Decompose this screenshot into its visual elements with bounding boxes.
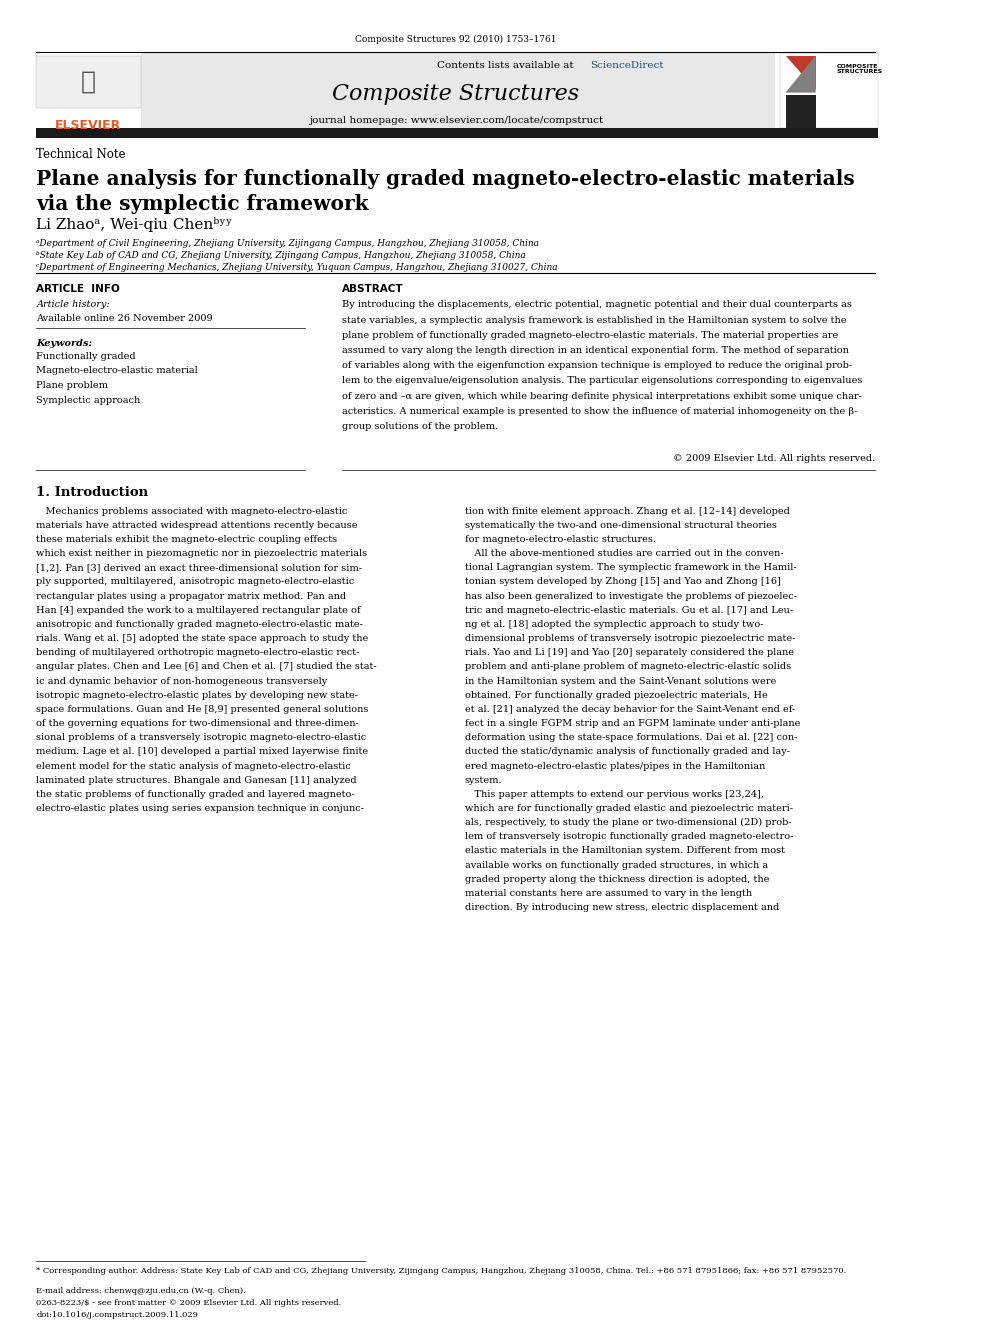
Text: which exist neither in piezomagnetic nor in piezoelectric materials: which exist neither in piezomagnetic nor… (37, 549, 368, 558)
Text: materials have attracted widespread attentions recently because: materials have attracted widespread atte… (37, 521, 358, 531)
Text: material constants here are assumed to vary in the length: material constants here are assumed to v… (465, 889, 752, 898)
Text: ScienceDirect: ScienceDirect (590, 61, 664, 70)
Bar (37, 128, 879, 138)
Text: of zero and –α are given, which while bearing definite physical interpretations : of zero and –α are given, which while be… (341, 392, 862, 401)
Text: plane problem of functionally graded magneto-electro-elastic materials. The mate: plane problem of functionally graded mag… (341, 331, 838, 340)
Text: systematically the two-and one-dimensional structural theories: systematically the two-and one-dimension… (465, 521, 777, 531)
Bar (786, 95, 815, 128)
Text: [1,2]. Pan [3] derived an exact three-dimensional solution for sim-: [1,2]. Pan [3] derived an exact three-di… (37, 564, 362, 573)
Text: anisotropic and functionally graded magneto-electro-elastic mate-: anisotropic and functionally graded magn… (37, 620, 363, 628)
Text: of the governing equations for two-dimensional and three-dimen-: of the governing equations for two-dimen… (37, 718, 359, 728)
Text: graded property along the thickness direction is adopted, the: graded property along the thickness dire… (465, 875, 769, 884)
Text: the static problems of functionally graded and layered magneto-: the static problems of functionally grad… (37, 790, 355, 799)
Text: ᶜDepartment of Engineering Mechanics, Zhejiang University, Yuquan Campus, Hangzh: ᶜDepartment of Engineering Mechanics, Zh… (37, 263, 558, 273)
Text: for magneto-electro-elastic structures.: for magneto-electro-elastic structures. (465, 534, 656, 544)
Bar (141, 53, 775, 128)
Text: tion with finite element approach. Zhang et al. [12–14] developed: tion with finite element approach. Zhang… (465, 507, 790, 516)
Text: Li Zhaoᵃ, Wei-qiu Chenᵇʸʸ: Li Zhaoᵃ, Wei-qiu Chenᵇʸʸ (37, 217, 233, 232)
Text: ic and dynamic behavior of non-homogeneous transversely: ic and dynamic behavior of non-homogeneo… (37, 676, 327, 685)
Text: Composite Structures 92 (2010) 1753–1761: Composite Structures 92 (2010) 1753–1761 (355, 34, 557, 44)
Text: rectangular plates using a propagator matrix method. Pan and: rectangular plates using a propagator ma… (37, 591, 346, 601)
Text: Article history:: Article history: (37, 300, 110, 310)
Text: ᵃDepartment of Civil Engineering, Zhejiang University, Zijingang Campus, Hangzho: ᵃDepartment of Civil Engineering, Zhejia… (37, 239, 540, 249)
Text: Plane analysis for functionally graded magneto-electro-elastic materials: Plane analysis for functionally graded m… (37, 169, 855, 189)
Text: tric and magneto-electric-elastic materials. Gu et al. [17] and Leu-: tric and magneto-electric-elastic materi… (465, 606, 793, 615)
Text: * Corresponding author. Address: State Key Lab of CAD and CG, Zhejiang Universit: * Corresponding author. Address: State K… (37, 1267, 847, 1275)
Text: E-mail address: chenwq@zju.edu.cn (W.-q. Chen).: E-mail address: chenwq@zju.edu.cn (W.-q.… (37, 1287, 246, 1295)
Text: Keywords:: Keywords: (37, 339, 92, 348)
Text: ELSEVIER: ELSEVIER (56, 119, 122, 132)
Text: elastic materials in the Hamiltonian system. Different from most: elastic materials in the Hamiltonian sys… (465, 847, 785, 856)
Text: element model for the static analysis of magneto-electro-elastic: element model for the static analysis of… (37, 762, 351, 770)
Text: Plane problem: Plane problem (37, 381, 108, 390)
Text: Magneto-electro-elastic material: Magneto-electro-elastic material (37, 366, 198, 376)
Text: deformation using the state-space formulations. Dai et al. [22] con-: deformation using the state-space formul… (465, 733, 798, 742)
Text: fect in a single FGPM strip and an FGPM laminate under anti-plane: fect in a single FGPM strip and an FGPM … (465, 718, 801, 728)
Text: which are for functionally graded elastic and piezoelectric materi-: which are for functionally graded elasti… (465, 804, 793, 814)
Polygon shape (786, 56, 815, 90)
Text: et al. [21] analyzed the decay behavior for the Saint-Venant end ef-: et al. [21] analyzed the decay behavior … (465, 705, 795, 714)
Text: Symplectic approach: Symplectic approach (37, 396, 141, 405)
Text: problem and anti-plane problem of magneto-electric-elastic solids: problem and anti-plane problem of magnet… (465, 663, 791, 672)
Text: obtained. For functionally graded piezoelectric materials, He: obtained. For functionally graded piezoe… (465, 691, 768, 700)
Text: 🌳: 🌳 (81, 70, 96, 94)
Text: ply supported, multilayered, anisotropic magneto-electro-elastic: ply supported, multilayered, anisotropic… (37, 577, 355, 586)
Text: ducted the static/dynamic analysis of functionally graded and lay-: ducted the static/dynamic analysis of fu… (465, 747, 790, 757)
Text: lem of transversely isotropic functionally graded magneto-electro-: lem of transversely isotropic functional… (465, 832, 794, 841)
Text: space formulations. Guan and He [8,9] presented general solutions: space formulations. Guan and He [8,9] pr… (37, 705, 369, 714)
Text: ered magneto-electro-elastic plates/pipes in the Hamiltonian: ered magneto-electro-elastic plates/pipe… (465, 762, 765, 770)
Text: 0263-8223/$ - see front matter © 2009 Elsevier Ltd. All rights reserved.: 0263-8223/$ - see front matter © 2009 El… (37, 1299, 341, 1307)
Text: Han [4] expanded the work to a multilayered rectangular plate of: Han [4] expanded the work to a multilaye… (37, 606, 361, 615)
Text: direction. By introducing new stress, electric displacement and: direction. By introducing new stress, el… (465, 904, 779, 912)
Text: tonian system developed by Zhong [15] and Yao and Zhong [16]: tonian system developed by Zhong [15] an… (465, 577, 781, 586)
Text: Mechanics problems associated with magneto-electro-elastic: Mechanics problems associated with magne… (37, 507, 348, 516)
Text: tional Lagrangian system. The symplectic framework in the Hamil-: tional Lagrangian system. The symplectic… (465, 564, 797, 573)
Text: COMPOSITE
STRUCTURES: COMPOSITE STRUCTURES (836, 64, 883, 74)
Text: bending of multilayered orthotropic magneto-electro-elastic rect-: bending of multilayered orthotropic magn… (37, 648, 360, 658)
Text: doi:10.1016/j.compstruct.2009.11.029: doi:10.1016/j.compstruct.2009.11.029 (37, 1311, 198, 1319)
Text: rials. Wang et al. [5] adopted the state space approach to study the: rials. Wang et al. [5] adopted the state… (37, 634, 369, 643)
Text: electro-elastic plates using series expansion technique in conjunc-: electro-elastic plates using series expa… (37, 804, 364, 814)
Text: sional problems of a transversely isotropic magneto-electro-elastic: sional problems of a transversely isotro… (37, 733, 367, 742)
Text: dimensional problems of transversely isotropic piezoelectric mate-: dimensional problems of transversely iso… (465, 634, 796, 643)
Text: rials. Yao and Li [19] and Yao [20] separately considered the plane: rials. Yao and Li [19] and Yao [20] sepa… (465, 648, 794, 658)
Polygon shape (786, 56, 815, 93)
Text: Composite Structures: Composite Structures (332, 83, 579, 106)
Bar (780, 53, 879, 128)
Text: angular plates. Chen and Lee [6] and Chen et al. [7] studied the stat-: angular plates. Chen and Lee [6] and Che… (37, 663, 377, 672)
Text: via the symplectic framework: via the symplectic framework (37, 194, 369, 214)
Text: group solutions of the problem.: group solutions of the problem. (341, 422, 498, 431)
Text: laminated plate structures. Bhangale and Ganesan [11] analyzed: laminated plate structures. Bhangale and… (37, 775, 357, 785)
Text: of variables along with the eigenfunction expansion technique is employed to red: of variables along with the eigenfunctio… (341, 361, 852, 370)
Text: ABSTRACT: ABSTRACT (341, 284, 404, 295)
Text: has also been generalized to investigate the problems of piezoelec-: has also been generalized to investigate… (465, 591, 797, 601)
Text: these materials exhibit the magneto-electric coupling effects: these materials exhibit the magneto-elec… (37, 534, 337, 544)
Text: All the above-mentioned studies are carried out in the conven-: All the above-mentioned studies are carr… (465, 549, 784, 558)
Text: By introducing the displacements, electric potential, magnetic potential and the: By introducing the displacements, electr… (341, 300, 851, 310)
Text: lem to the eigenvalue/eigensolution analysis. The particular eigensolutions corr: lem to the eigenvalue/eigensolution anal… (341, 376, 862, 385)
Text: Available online 26 November 2009: Available online 26 November 2009 (37, 314, 213, 323)
Text: Functionally graded: Functionally graded (37, 352, 136, 361)
Text: system.: system. (465, 775, 502, 785)
Text: © 2009 Elsevier Ltd. All rights reserved.: © 2009 Elsevier Ltd. All rights reserved… (673, 454, 875, 463)
Text: This paper attempts to extend our pervious works [23,24],: This paper attempts to extend our pervio… (465, 790, 764, 799)
Text: available works on functionally graded structures, in which a: available works on functionally graded s… (465, 860, 768, 869)
Text: Technical Note: Technical Note (37, 148, 126, 161)
Text: state variables, a symplectic analysis framework is established in the Hamiltoni: state variables, a symplectic analysis f… (341, 315, 846, 324)
Text: assumed to vary along the length direction in an identical exponential form. The: assumed to vary along the length directi… (341, 345, 848, 355)
Text: in the Hamiltonian system and the Saint-Venant solutions were: in the Hamiltonian system and the Saint-… (465, 676, 776, 685)
Text: ᵇState Key Lab of CAD and CG, Zhejiang University, Zijingang Campus, Hangzhou, Z: ᵇState Key Lab of CAD and CG, Zhejiang U… (37, 251, 526, 261)
Text: ng et al. [18] adopted the symplectic approach to study two-: ng et al. [18] adopted the symplectic ap… (465, 620, 763, 628)
Text: medium. Lage et al. [10] developed a partial mixed layerwise finite: medium. Lage et al. [10] developed a par… (37, 747, 369, 757)
Text: 1. Introduction: 1. Introduction (37, 486, 149, 499)
Text: ARTICLE  INFO: ARTICLE INFO (37, 284, 120, 295)
Text: isotropic magneto-electro-elastic plates by developing new state-: isotropic magneto-electro-elastic plates… (37, 691, 358, 700)
Text: journal homepage: www.elsevier.com/locate/compstruct: journal homepage: www.elsevier.com/locat… (309, 116, 603, 126)
Text: acteristics. A numerical example is presented to show the influence of material : acteristics. A numerical example is pres… (341, 407, 857, 415)
Bar (37, 56, 141, 108)
Text: Contents lists available at: Contents lists available at (437, 61, 577, 70)
Text: als, respectively, to study the plane or two-dimensional (2D) prob-: als, respectively, to study the plane or… (465, 818, 792, 827)
